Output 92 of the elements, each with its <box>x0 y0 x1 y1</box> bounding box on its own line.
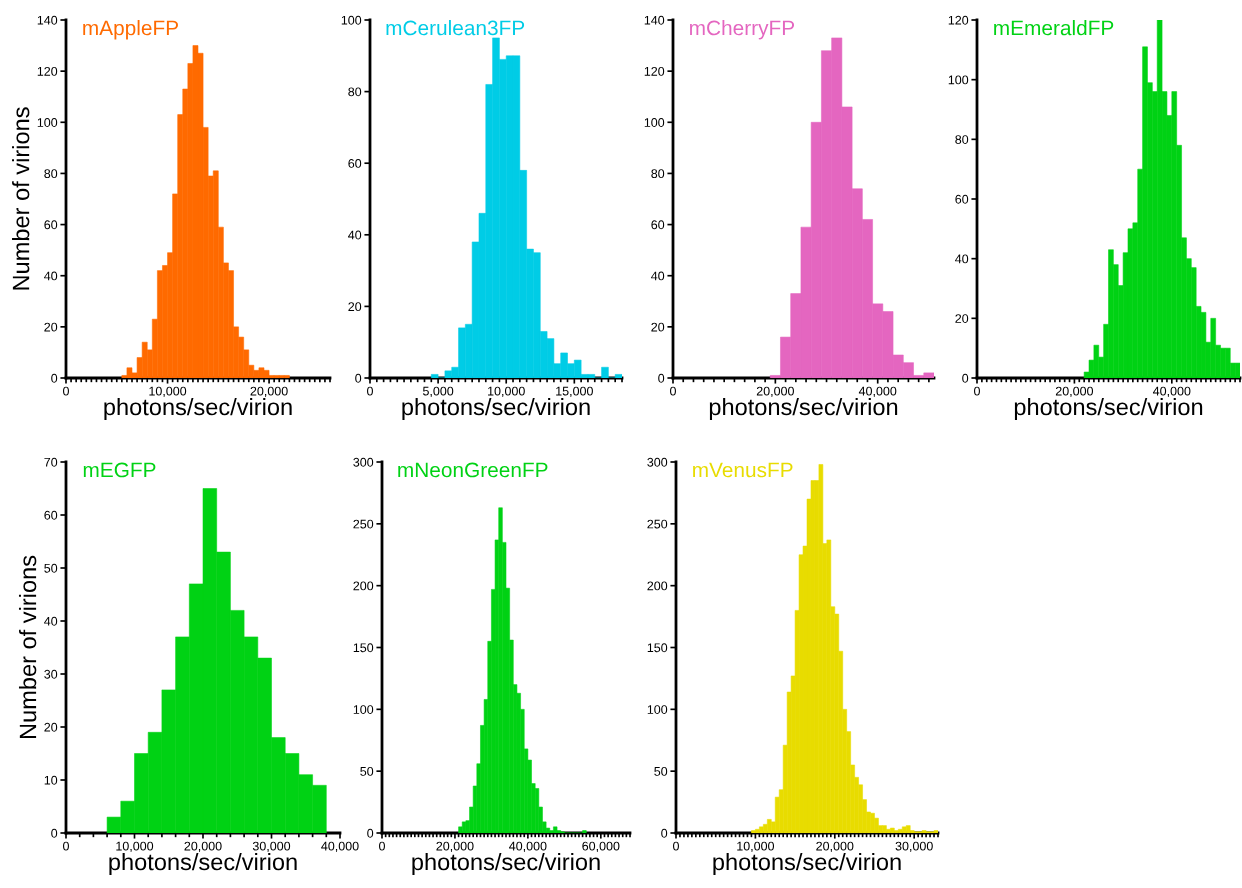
chart-title: mNeonGreenFP <box>398 462 548 478</box>
y-tick-label: 300 <box>353 457 374 467</box>
y-tick-label: 100 <box>37 118 58 127</box>
x-tick-label: 5,000 <box>422 386 454 397</box>
y-tick-label: 0 <box>658 373 665 383</box>
y-tick-label: 20 <box>44 722 58 732</box>
y-tick-label: 0 <box>962 373 969 383</box>
x-tick-label: 40,000 <box>321 841 359 852</box>
y-tick-label: 0 <box>367 828 374 838</box>
y-tick-label: 50 <box>360 766 374 776</box>
y-tick-label: 150 <box>647 643 668 653</box>
y-tick-label: 60 <box>651 220 665 230</box>
x-axis-title: photons/sec/virion <box>104 397 292 420</box>
y-tick-label: 300 <box>647 457 668 467</box>
y-tick-label: 50 <box>654 766 668 776</box>
x-axis-title: photons/sec/virion <box>412 852 600 875</box>
y-tick-label: 60 <box>955 194 969 204</box>
x-tick-label: 40,000 <box>858 386 897 397</box>
y-tick-label: 140 <box>37 15 58 25</box>
y-tick-label: 50 <box>44 563 58 573</box>
x-axis-title: photons/sec/virion <box>709 397 898 420</box>
x-tick-label: 20,000 <box>756 386 794 397</box>
y-tick-label: 20 <box>44 322 58 332</box>
y-tick-label: 0 <box>355 373 362 383</box>
x-tick-label: 0 <box>974 386 980 396</box>
y-tick-label: 80 <box>348 87 362 97</box>
x-tick-label: 20,000 <box>1055 386 1094 397</box>
y-tick-label: 250 <box>647 519 668 529</box>
chart-title: mEGFP <box>83 462 156 478</box>
x-axis-title: photons/sec/virion <box>713 852 901 875</box>
y-tick-label: 60 <box>348 159 362 168</box>
y-tick-label: 0 <box>51 373 58 383</box>
y-tick-label: 120 <box>948 15 969 25</box>
y-tick-label: 40 <box>348 230 362 240</box>
y-tick-label: 100 <box>647 705 668 714</box>
x-tick-label: 30,000 <box>252 841 291 852</box>
y-tick-label: 80 <box>651 169 665 179</box>
x-tick-label: 10,000 <box>149 386 187 397</box>
y-tick-label: 120 <box>644 66 665 76</box>
y-tick-label: 0 <box>661 828 668 838</box>
y-tick-label: 200 <box>353 581 374 591</box>
y-tick-label: 40 <box>955 254 969 264</box>
x-tick-label: 60,000 <box>582 841 620 852</box>
y-tick-label: 100 <box>644 118 665 127</box>
y-tick-label: 40 <box>44 271 58 281</box>
y-axis-title: Number of virions <box>18 555 37 739</box>
chart-title: mEmeraldFP <box>994 20 1114 36</box>
x-tick-label: 0 <box>63 386 69 396</box>
x-tick-label: 20,000 <box>184 841 222 852</box>
x-tick-label: 20,000 <box>250 386 288 397</box>
y-axis-title: Number of virions <box>12 107 30 290</box>
x-tick-label: 15,000 <box>556 386 593 397</box>
x-tick-label: 10,000 <box>488 386 525 397</box>
y-tick-label: 60 <box>44 220 58 230</box>
chart-title: mVenusFP <box>693 462 793 478</box>
y-tick-label: 40 <box>44 616 58 626</box>
x-tick-label: 40,000 <box>1152 386 1191 397</box>
y-tick-label: 70 <box>44 457 58 467</box>
y-tick-label: 100 <box>948 75 969 85</box>
y-tick-label: 200 <box>647 581 668 591</box>
y-tick-label: 20 <box>348 302 362 312</box>
x-axis-title: photons/sec/virion <box>402 397 590 420</box>
y-tick-label: 0 <box>51 828 58 838</box>
x-tick-label: 20,000 <box>816 841 854 852</box>
y-tick-label: 100 <box>341 15 362 25</box>
y-tick-label: 10 <box>44 775 58 785</box>
x-tick-label: 20,000 <box>436 841 474 852</box>
y-tick-label: 80 <box>44 169 58 179</box>
y-tick-label: 140 <box>644 15 665 25</box>
x-tick-label: 0 <box>63 841 69 851</box>
x-tick-label: 10,000 <box>116 841 154 852</box>
x-tick-label: 0 <box>673 841 679 851</box>
y-tick-label: 150 <box>353 643 374 653</box>
y-tick-label: 20 <box>955 314 969 323</box>
x-tick-label: 0 <box>379 841 385 851</box>
chart-title: mAppleFP <box>83 20 178 40</box>
y-tick-label: 30 <box>44 669 58 679</box>
y-tick-label: 20 <box>651 322 665 332</box>
y-tick-label: 40 <box>651 271 665 281</box>
x-tick-label: 40,000 <box>509 841 547 852</box>
chart-title: mCerulean3FP <box>386 20 525 36</box>
x-tick-label: 10,000 <box>737 841 775 852</box>
y-tick-label: 120 <box>37 66 58 76</box>
chart-title: mCherryFP <box>690 20 795 40</box>
x-tick-label: 30,000 <box>895 841 933 852</box>
y-tick-label: 100 <box>353 705 374 714</box>
x-axis-title: photons/sec/virion <box>109 852 297 875</box>
x-axis-title: photons/sec/virion <box>1014 397 1203 420</box>
y-tick-label: 250 <box>353 519 374 529</box>
y-tick-label: 60 <box>44 510 58 520</box>
y-tick-label: 80 <box>955 135 969 144</box>
x-tick-label: 0 <box>670 386 676 396</box>
